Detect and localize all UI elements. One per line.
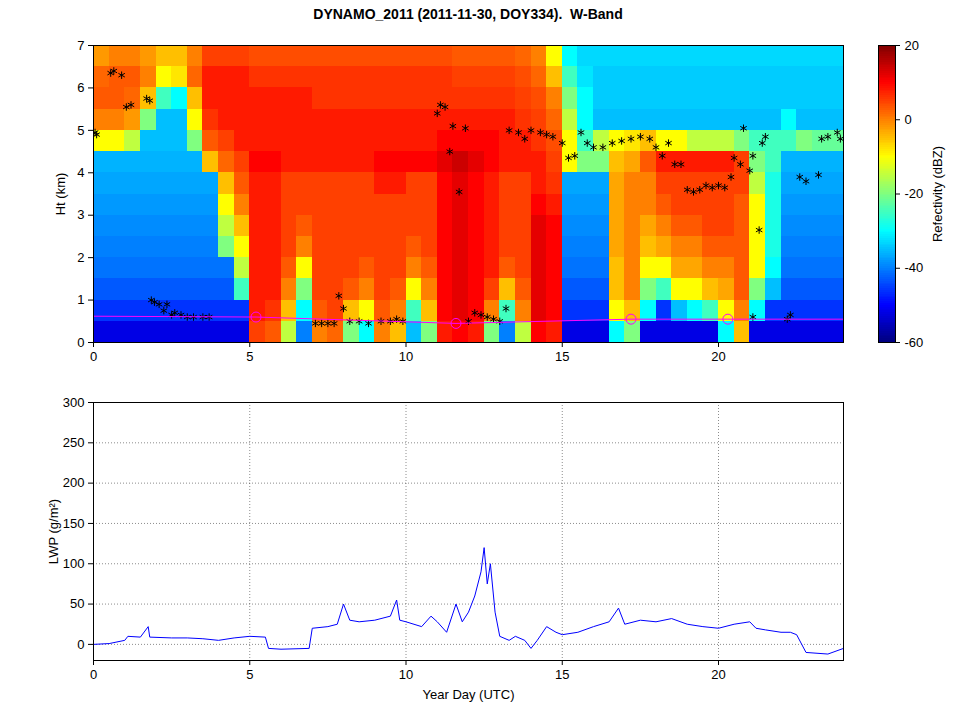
svg-text:LWP (g/m²): LWP (g/m²) <box>46 499 61 564</box>
svg-text:5: 5 <box>246 667 253 682</box>
svg-text:0: 0 <box>905 112 912 127</box>
svg-text:250: 250 <box>63 435 85 450</box>
svg-text:0: 0 <box>90 349 97 364</box>
svg-text:0: 0 <box>90 667 97 682</box>
svg-text:20: 20 <box>711 349 725 364</box>
svg-text:20: 20 <box>905 38 919 53</box>
svg-text:5: 5 <box>77 123 84 138</box>
svg-text:300: 300 <box>63 395 85 410</box>
svg-text:-40: -40 <box>905 260 924 275</box>
svg-text:Year Day (UTC): Year Day (UTC) <box>423 687 515 702</box>
svg-text:100: 100 <box>63 556 85 571</box>
svg-text:15: 15 <box>555 349 569 364</box>
svg-text:2: 2 <box>77 250 84 265</box>
svg-text:1: 1 <box>77 292 84 307</box>
svg-text:Ht (km): Ht (km) <box>53 173 68 216</box>
svg-text:0: 0 <box>77 335 84 350</box>
svg-text:10: 10 <box>399 667 413 682</box>
svg-text:10: 10 <box>399 349 413 364</box>
svg-text:15: 15 <box>555 667 569 682</box>
svg-text:150: 150 <box>63 516 85 531</box>
svg-text:6: 6 <box>77 80 84 95</box>
svg-text:20: 20 <box>711 667 725 682</box>
svg-text:4: 4 <box>77 165 84 180</box>
svg-text:-20: -20 <box>905 186 924 201</box>
svg-text:200: 200 <box>63 475 85 490</box>
svg-text:7: 7 <box>77 38 84 53</box>
svg-text:5: 5 <box>246 349 253 364</box>
svg-text:Refectivity (dBZ): Refectivity (dBZ) <box>930 146 945 242</box>
html-text:DYNAMO_2011 (2011-11-30, DOY33: DYNAMO_2011 (2011-11-30, DOY334). W-Band <box>313 6 623 22</box>
svg-text:0: 0 <box>77 637 84 652</box>
svg-text:-60: -60 <box>905 335 924 350</box>
svg-text:3: 3 <box>77 207 84 222</box>
svg-text:50: 50 <box>70 596 84 611</box>
